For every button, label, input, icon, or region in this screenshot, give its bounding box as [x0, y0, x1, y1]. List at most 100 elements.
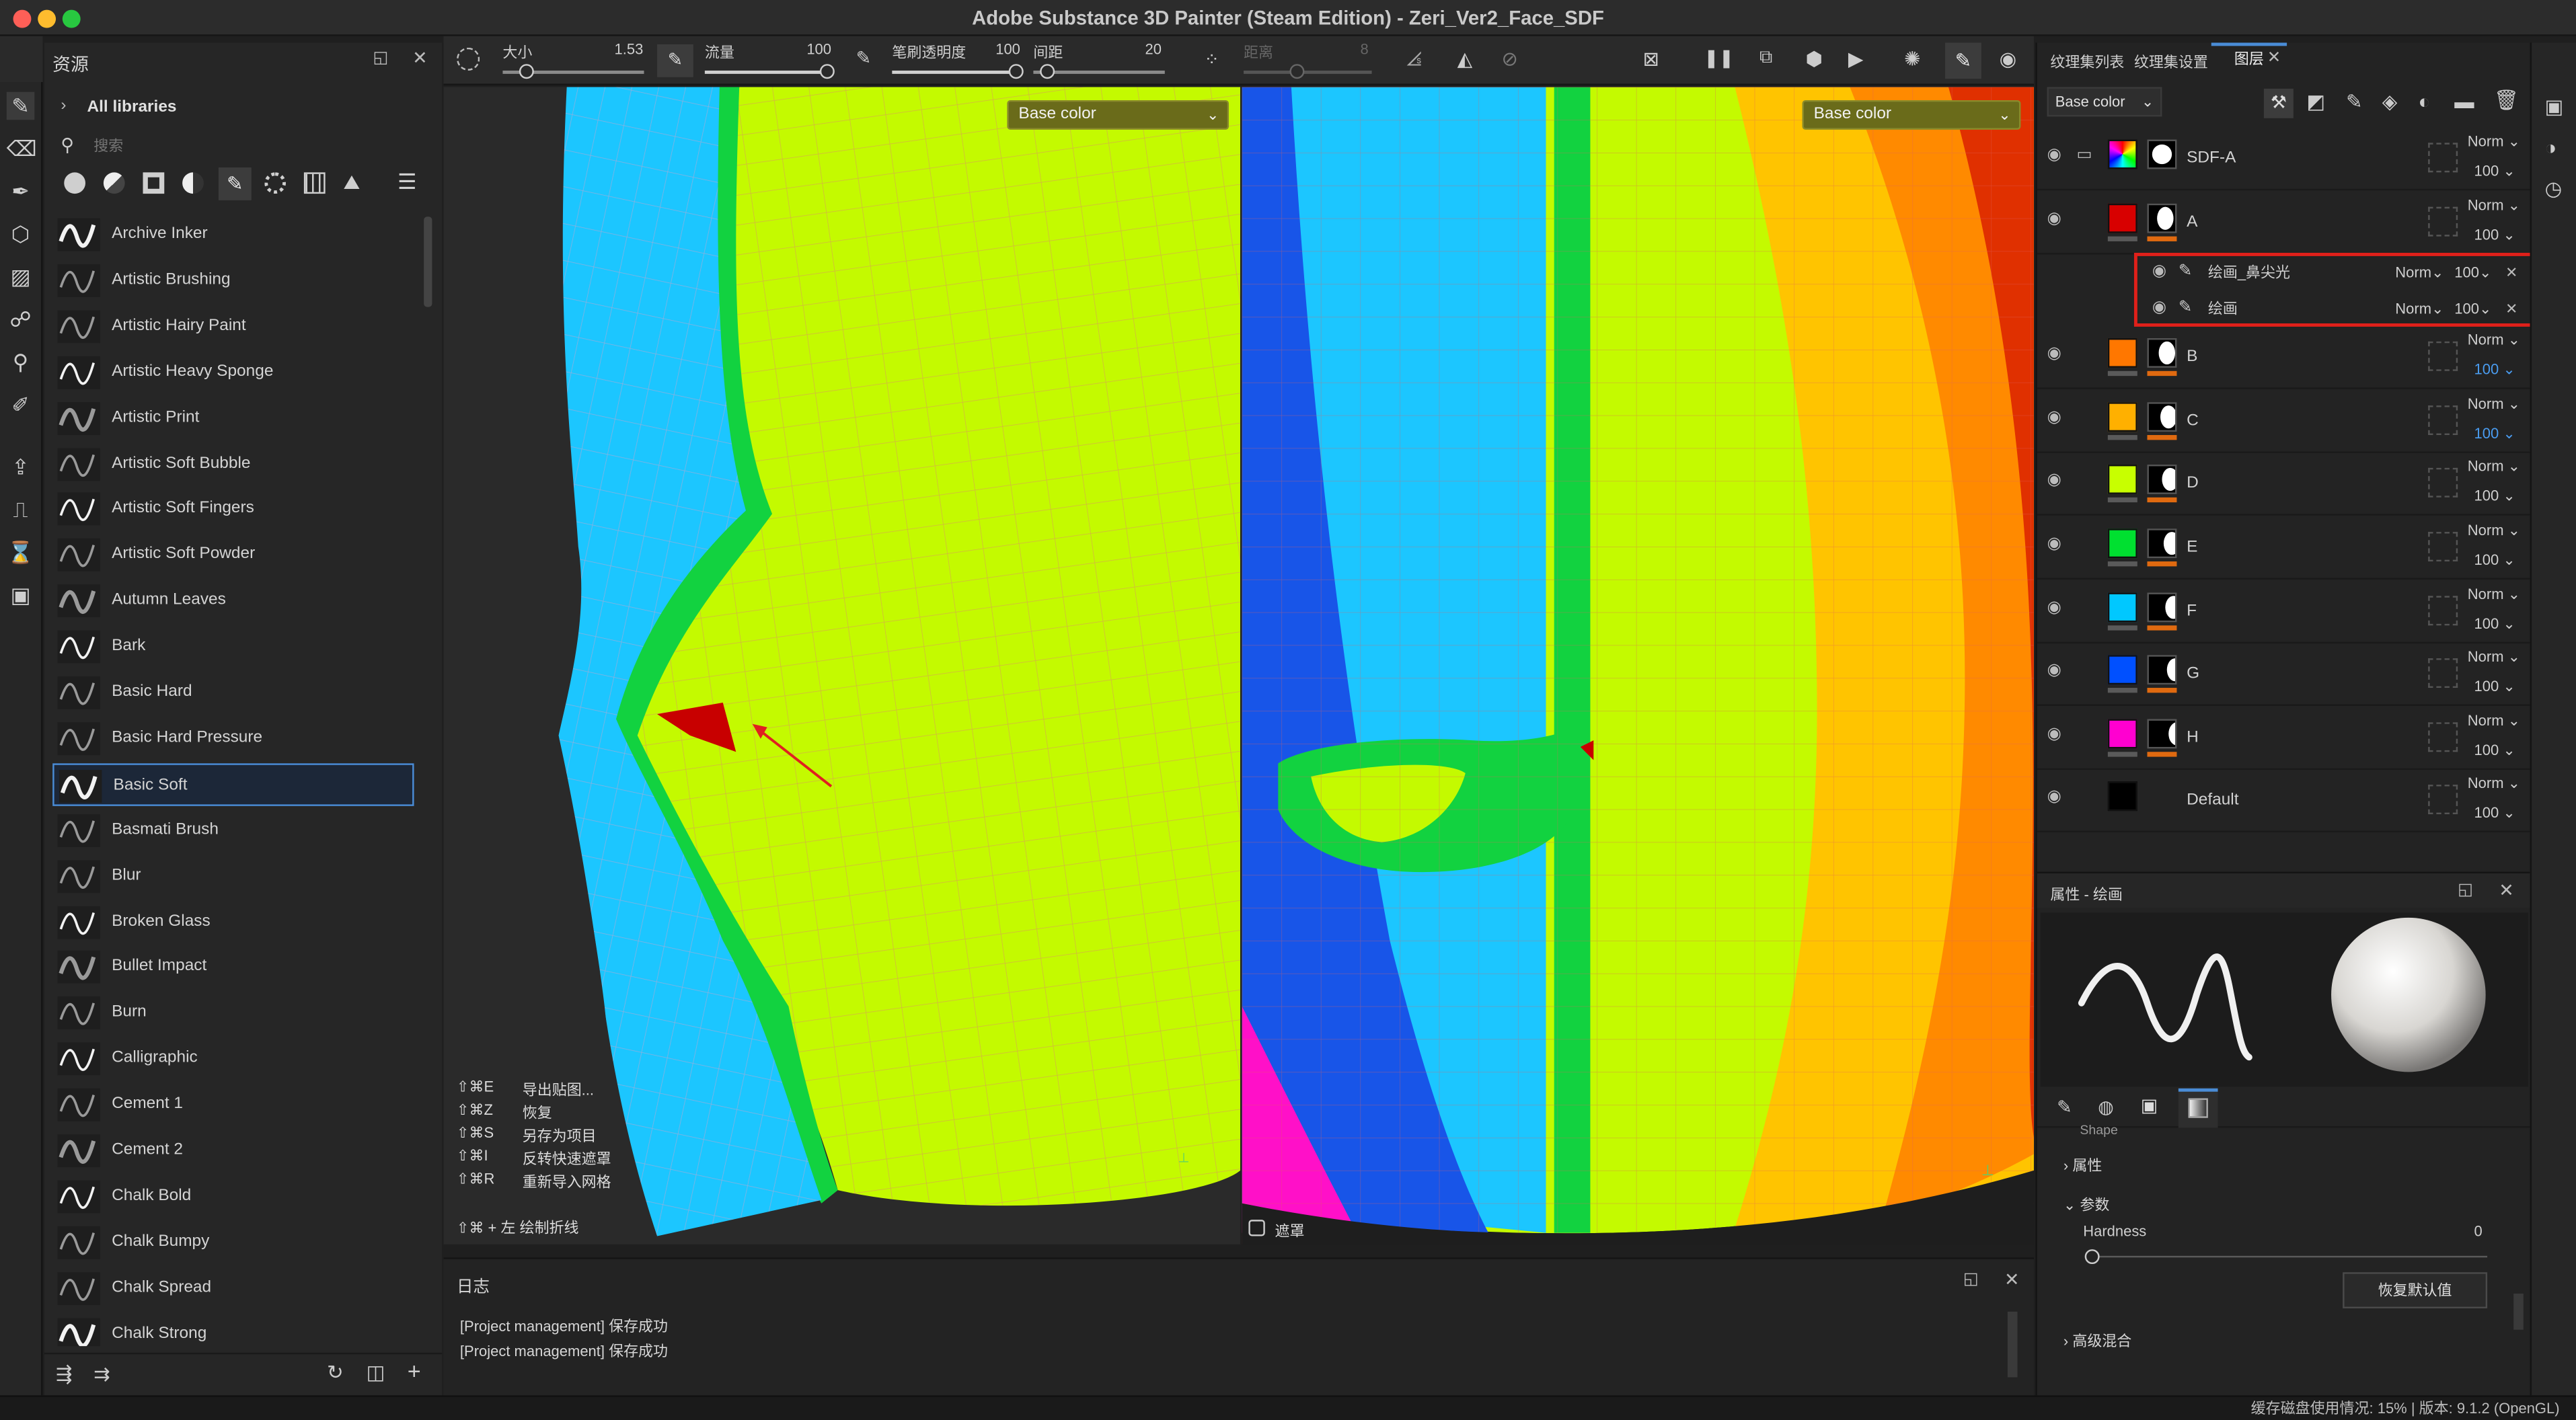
visibility-eye-icon[interactable]: ◉ [2047, 146, 2061, 165]
layer-channel-select[interactable]: Base color ⌄ [2047, 87, 2162, 117]
annotation-icon[interactable]: ⌛ [7, 540, 34, 565]
list-view-icon[interactable]: ☰ [397, 169, 417, 194]
delete-layer-icon[interactable]: 🗑 [2493, 88, 2520, 112]
brush-item[interactable]: Cement 2 [52, 1130, 414, 1172]
properties-scrollbar[interactable] [2513, 1293, 2524, 1330]
flow-slider-knob[interactable] [819, 64, 835, 79]
save-icon[interactable]: ▣ [10, 582, 31, 608]
float-properties-icon[interactable]: ◱ [2458, 881, 2474, 900]
log-scrollbar[interactable] [2007, 1311, 2018, 1378]
layer-row[interactable]: ◉ ▭ SDF-A Norm ⌄ 100 ⌄ [2037, 128, 2530, 191]
measure-icon[interactable]: ⎍ [13, 497, 28, 522]
chevron-right-icon[interactable]: › [61, 97, 67, 115]
spacing-value[interactable]: 20 [1145, 41, 1162, 58]
spacing-slider[interactable] [1033, 70, 1165, 74]
reset-defaults-button[interactable]: 恢复默认值 [2343, 1272, 2488, 1308]
smudge-icon[interactable]: ☍ [9, 307, 32, 332]
blend-mode-select[interactable]: Norm ⌄ [2467, 132, 2521, 150]
screenshot-icon[interactable]: ◉ [1999, 47, 2017, 71]
remove-effect-icon[interactable]: ✕ [2505, 264, 2518, 281]
ignore-backface-icon[interactable]: ⊠ [1642, 47, 1660, 71]
distance-value[interactable]: 8 [1360, 41, 1369, 58]
add-folder-icon[interactable]: ▬ [2454, 90, 2474, 114]
cube-view-icon[interactable]: ⬢ [1805, 47, 1823, 71]
visibility-eye-icon[interactable]: ◉ [2152, 299, 2167, 317]
camera-icon[interactable]: ▶ [1848, 47, 1864, 71]
layer-effect-slot[interactable] [2428, 143, 2458, 173]
blend-mode-select[interactable]: Norm ⌄ [2467, 196, 2521, 213]
layer-effect-slot[interactable] [2428, 658, 2458, 688]
layer-opacity[interactable]: 100 ⌄ [2474, 615, 2515, 632]
flow-slider[interactable] [704, 70, 830, 74]
layer-mask-thumbnail[interactable] [2147, 465, 2177, 495]
hardness-value[interactable]: 0 [2474, 1223, 2483, 1240]
library-selector[interactable]: All libraries [87, 98, 177, 117]
add-mask-icon[interactable]: ◩ [2306, 90, 2326, 114]
brush-item[interactable]: Artistic Soft Bubble [52, 442, 414, 485]
distance-slider[interactable] [1244, 70, 1372, 74]
bake-icon[interactable]: ⇪ [11, 455, 30, 479]
blend-mode-select[interactable]: Norm ⌄ [2467, 648, 2521, 666]
texture-filter-icon[interactable] [303, 172, 326, 194]
visibility-eye-icon[interactable]: ◉ [2047, 471, 2061, 490]
brush-item[interactable]: Chalk Strong [52, 1312, 414, 1347]
viewport-3d[interactable]: Base color ⌄ ⇧⌘E 导出贴图... ⇧⌘Z 恢复 ⇧⌘S 另存为项目 ⇧⌘I 反转… [443, 87, 1241, 1245]
sublayer-row[interactable]: ◉ ✎ 绘画_鼻尖光 Norm⌄ 100⌄ ✕ [2137, 255, 2530, 291]
add-smart-material-icon[interactable]: ◐ [2418, 90, 2431, 114]
mask-toggle-icon[interactable] [1248, 1220, 1265, 1236]
projection-icon[interactable]: ✒ [11, 179, 30, 204]
history-icon[interactable]: ◷ [2544, 177, 2563, 200]
environment-filter-icon[interactable]: ⛰ [343, 170, 361, 194]
paint-mode-icon[interactable]: ✎ [1945, 42, 1981, 79]
layer-opacity[interactable]: 100 ⌄ [2474, 678, 2515, 695]
visibility-eye-icon[interactable]: ◉ [2047, 598, 2061, 617]
close-properties-icon[interactable]: ✕ [2499, 881, 2514, 902]
brush-item[interactable]: Blur [52, 855, 414, 897]
layer-opacity[interactable]: 100 ⌄ [2474, 488, 2515, 505]
sublayer-opacity[interactable]: 100⌄ [2454, 301, 2492, 317]
sublayer-row[interactable]: ◉ ✎ 绘画 Norm⌄ 100⌄ ✕ [2137, 291, 2530, 327]
close-panel-icon[interactable]: ✕ [412, 49, 428, 69]
visibility-eye-icon[interactable]: ◉ [2047, 788, 2061, 807]
blend-mode-select[interactable]: Norm ⌄ [2467, 522, 2521, 539]
visibility-eye-icon[interactable]: ◉ [2047, 408, 2061, 427]
channel-select-left[interactable]: Base color ⌄ [1007, 100, 1229, 130]
layer-mask-thumbnail[interactable] [2147, 528, 2177, 559]
flow-value[interactable]: 100 [806, 41, 832, 58]
layer-effect-slot[interactable] [2428, 532, 2458, 562]
tab-stencil[interactable] [2178, 1088, 2218, 1128]
layer-effect-slot[interactable] [2428, 206, 2458, 236]
import-icon[interactable]: ⇶ [56, 1362, 73, 1386]
layer-mask-thumbnail[interactable] [2147, 139, 2177, 169]
size-slider-knob[interactable] [519, 64, 534, 79]
blend-mode-select[interactable]: Norm ⌄ [2467, 712, 2521, 729]
layer-effect-slot[interactable] [2428, 405, 2458, 435]
minimize-window-icon[interactable] [38, 9, 56, 28]
hardness-slider[interactable] [2086, 1255, 2488, 1258]
layer-row[interactable]: ◉ F Norm ⌄ 100 ⌄ [2037, 580, 2530, 643]
blend-mode-select[interactable]: Norm⌄ [2395, 301, 2444, 317]
blend-mode-select[interactable]: Norm⌄ [2395, 264, 2444, 281]
layer-row[interactable]: ◉ D Norm ⌄ 100 ⌄ [2037, 454, 2530, 516]
brush-item[interactable]: Basic Hard Pressure [52, 717, 414, 760]
add-icon[interactable]: + [407, 1357, 421, 1384]
filter-filter-icon[interactable] [182, 172, 204, 194]
visibility-eye-icon[interactable]: ◉ [2047, 535, 2061, 553]
brush-item[interactable]: Artistic Soft Fingers [52, 488, 414, 530]
lazy-mouse-icon[interactable]: ⁘ [1204, 50, 1219, 71]
remove-effect-icon[interactable]: ✕ [2505, 301, 2518, 317]
clone-icon[interactable]: ⚲ [12, 350, 29, 374]
spacing-slider-knob[interactable] [1040, 64, 1055, 79]
tab-alpha-icon[interactable]: ▣ [2140, 1097, 2158, 1117]
layer-opacity[interactable]: 100 ⌄ [2474, 742, 2515, 758]
opacity-pen-icon[interactable]: ✎ [856, 49, 872, 69]
tab-material-icon[interactable]: ◍ [2098, 1098, 2114, 1118]
brush-item[interactable]: Calligraphic [52, 1038, 414, 1080]
section-properties[interactable]: › 属性 [2063, 1157, 2103, 1174]
refresh-icon[interactable]: ↻ [327, 1361, 344, 1384]
viewport-2d[interactable]: Base color ⌄ 遮罩 ⊥ [1242, 87, 2034, 1245]
section-parameters[interactable]: ⌄ 参数 [2063, 1196, 2110, 1214]
layer-effect-slot[interactable] [2428, 785, 2458, 815]
brush-item[interactable]: Burn [52, 992, 414, 1034]
brush-list-scrollbar[interactable] [424, 216, 432, 307]
